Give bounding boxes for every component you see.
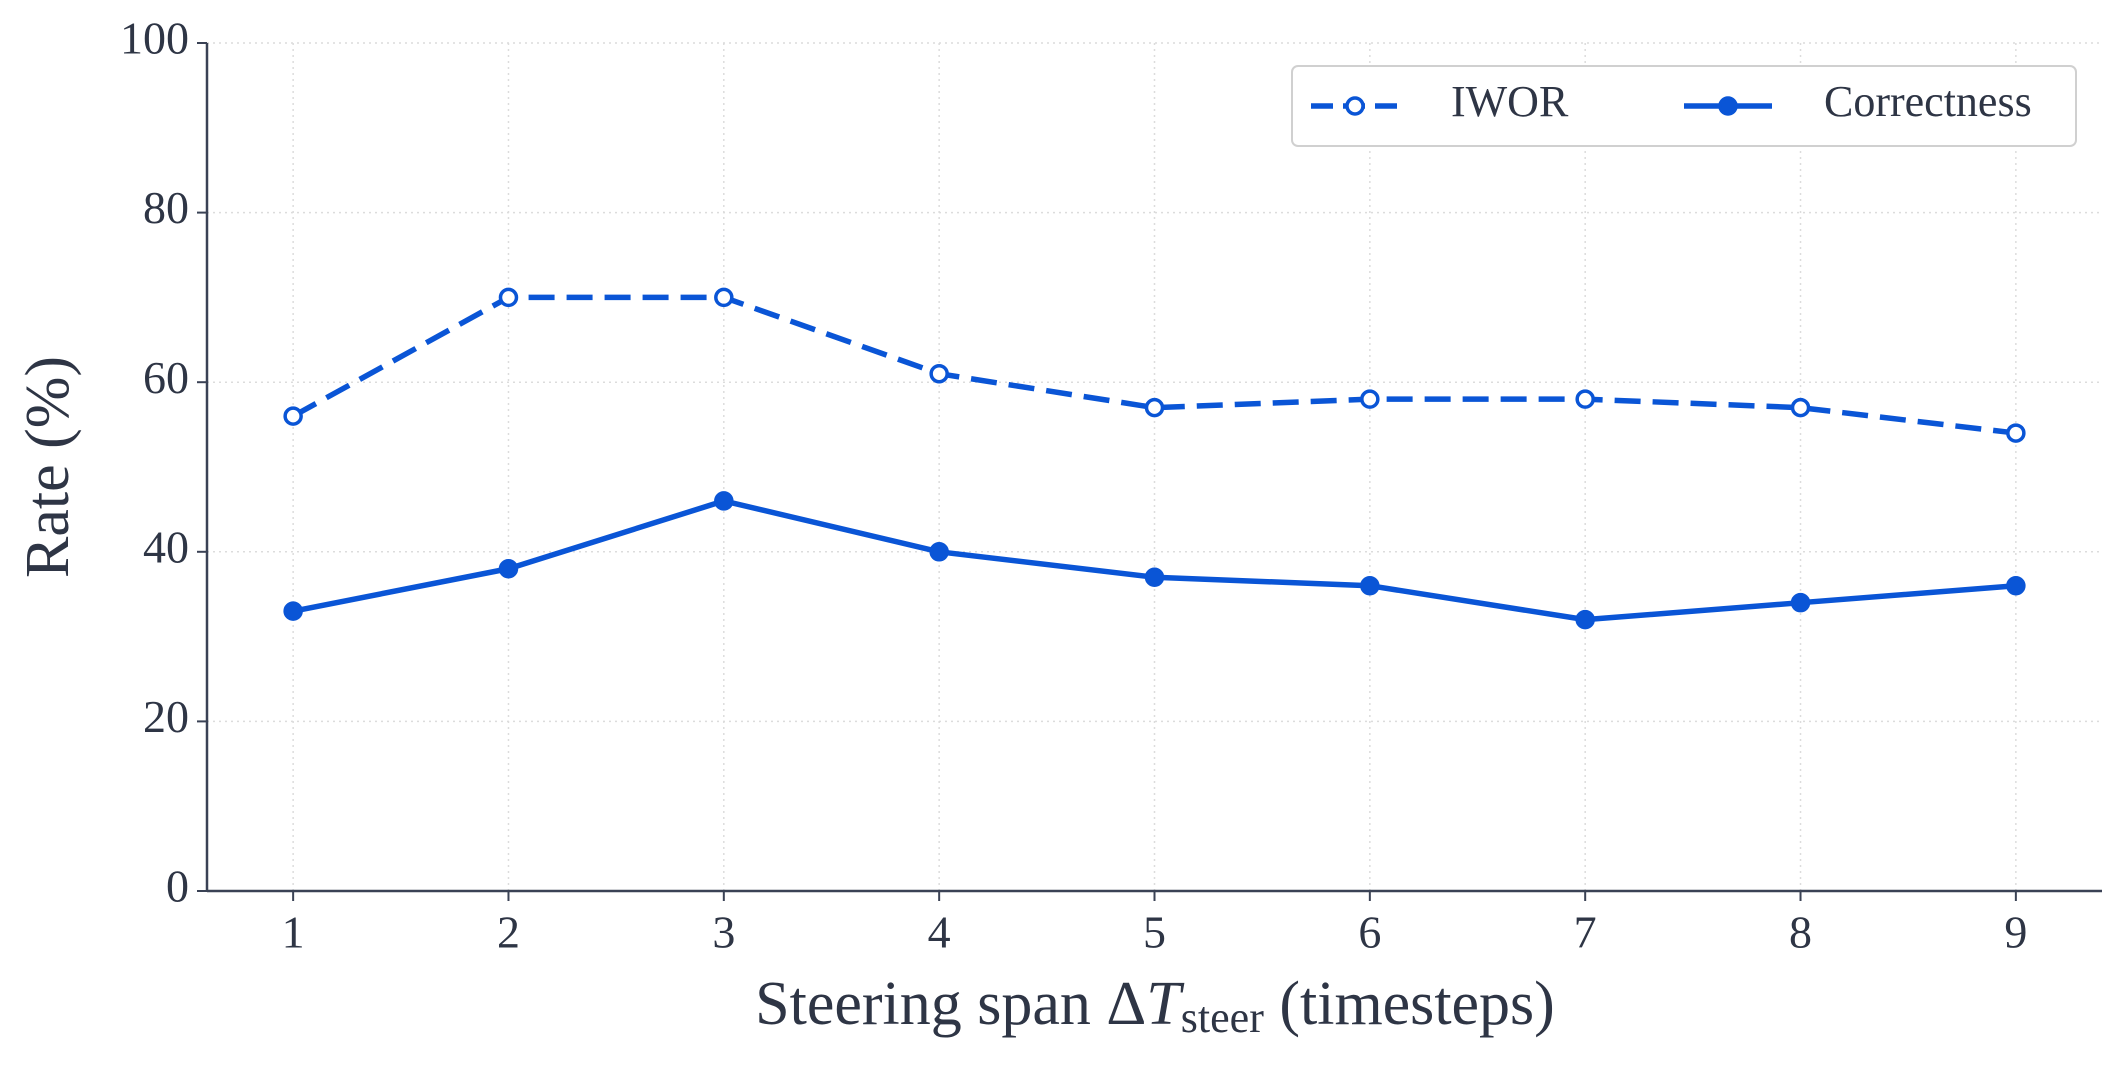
x-tick-label: 3 (712, 907, 735, 958)
x-tick-label: 5 (1143, 907, 1166, 958)
data-point (714, 287, 734, 308)
data-point (1575, 609, 1595, 630)
x-label-part: steer (1181, 993, 1264, 1042)
data-point (1790, 592, 1811, 613)
data-point (1360, 575, 1380, 596)
data-point (2006, 423, 2026, 443)
y-tick-label: 40 (143, 521, 189, 572)
data-point (1575, 389, 1595, 409)
data-point (498, 559, 519, 579)
y-tick-label: 100 (120, 13, 189, 64)
data-point (2006, 575, 2026, 596)
data-point (1360, 389, 1380, 409)
data-point (1144, 397, 1165, 418)
legend-label: IWOR (1451, 77, 1569, 126)
y-tick-label: 80 (143, 182, 189, 233)
data-point (929, 542, 949, 562)
data-point (1144, 567, 1165, 587)
data-point (283, 601, 303, 621)
y-tick-label: 20 (143, 691, 189, 742)
x-tick-label: 6 (1358, 907, 1381, 958)
legend-marker (1718, 96, 1738, 116)
x-tick-label: 8 (1789, 907, 1812, 958)
x-axis-label: Steering span ΔTsteer (timesteps) (755, 970, 1555, 1042)
data-point (498, 287, 519, 308)
y-axis-label: Rate (%) (14, 356, 82, 578)
legend-marker (1345, 96, 1365, 116)
x-tick-label: 9 (2004, 907, 2027, 958)
x-label-part: T (1146, 970, 1185, 1038)
x-tick-label: 4 (928, 907, 951, 958)
data-point (714, 491, 734, 511)
legend-label: Correctness (1824, 77, 2032, 126)
data-point (283, 406, 303, 426)
data-point (929, 363, 949, 384)
y-tick-label: 0 (166, 861, 189, 912)
data-point (1790, 397, 1811, 418)
series-line (291, 294, 2017, 436)
y-tick-label: 60 (143, 352, 189, 403)
x-tick-label: 2 (497, 907, 520, 958)
x-label-part: (timesteps) (1264, 970, 1555, 1038)
x-tick-label: 1 (282, 907, 305, 958)
x-label-part: Steering span Δ (755, 970, 1146, 1038)
x-tick-label: 7 (1574, 907, 1597, 958)
